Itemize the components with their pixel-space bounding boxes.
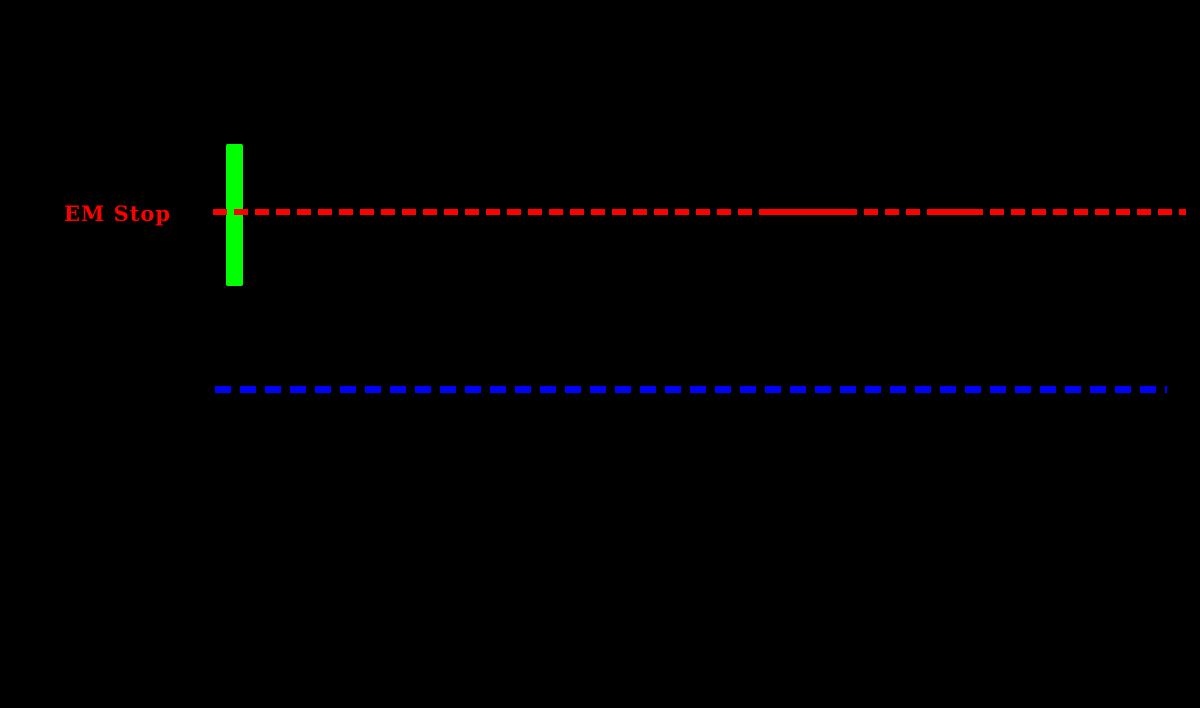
em-stop-threshold-line-solid-segment <box>760 209 845 215</box>
em-stop-annotation-label: EM Stop <box>64 201 172 226</box>
event-marker-bar <box>226 144 243 286</box>
em-stop-threshold-line-solid-segment <box>928 209 978 215</box>
lower-threshold-line <box>215 386 1167 393</box>
em-stop-threshold-line <box>213 209 1186 215</box>
